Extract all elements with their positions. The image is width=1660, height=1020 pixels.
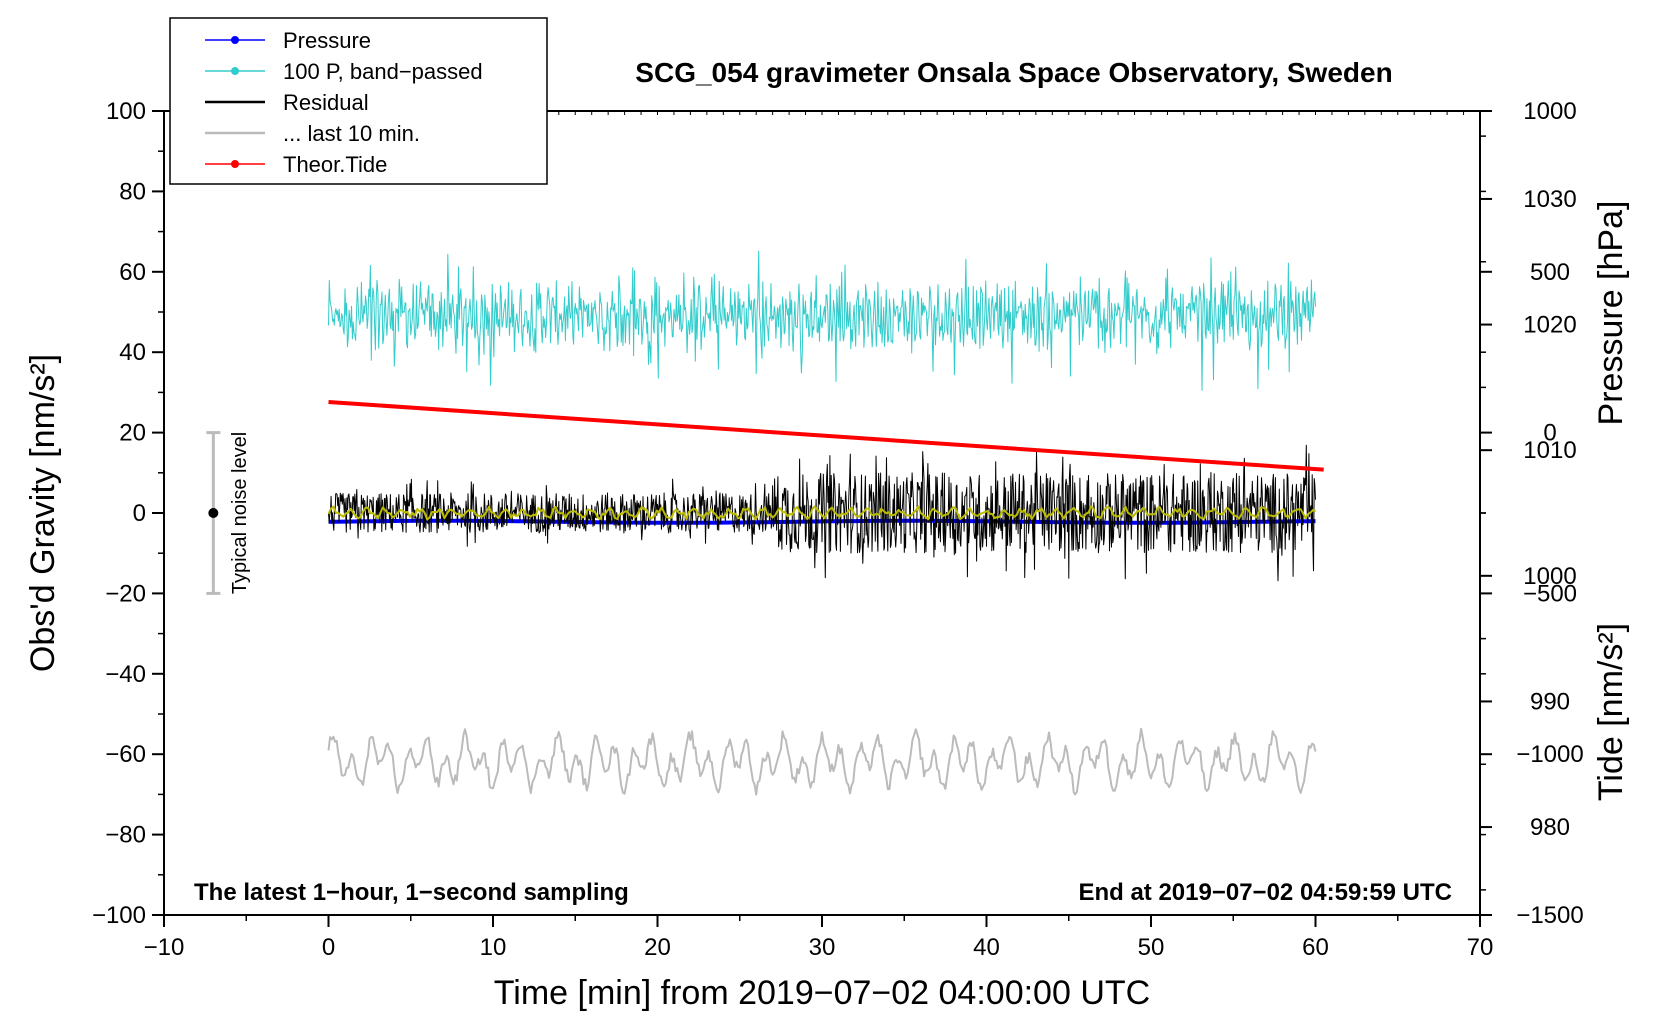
pressure-tick-label: 1010 xyxy=(1523,437,1576,464)
note-bottom-left: The latest 1−hour, 1−second sampling xyxy=(194,879,629,906)
legend-label: Theor.Tide xyxy=(283,152,387,177)
chart-title: SCG_054 gravimeter Onsala Space Observat… xyxy=(635,57,1392,88)
y-tick-label: −60 xyxy=(105,741,146,768)
legend-label: Residual xyxy=(283,90,369,115)
legend-label: Pressure xyxy=(283,28,371,53)
series-last-10-min-line xyxy=(327,727,1317,796)
pressure-tick-label: 980 xyxy=(1530,814,1570,841)
x-tick-label: −10 xyxy=(144,934,185,961)
x-tick-label: 50 xyxy=(1138,934,1165,961)
noise-level-label: Typical noise level xyxy=(229,432,251,594)
y-tick-label: −100 xyxy=(92,902,146,929)
legend-label: 100 P, band−passed xyxy=(283,59,483,84)
tide-tick-label: −1000 xyxy=(1516,741,1583,768)
ticks xyxy=(152,110,1492,927)
legend-marker xyxy=(231,36,239,44)
y-axis-title-pressure: Pressure [hPa] xyxy=(1592,201,1630,426)
x-tick-label: 10 xyxy=(480,934,507,961)
tide-tick-label: 1000 xyxy=(1523,98,1576,125)
y-axis-title-tide: Tide [nm/s²] xyxy=(1592,623,1630,801)
tide-tick-label: 500 xyxy=(1530,259,1570,286)
y-tick-label: 100 xyxy=(106,98,146,125)
legend-marker xyxy=(231,160,239,168)
y-tick-label: 0 xyxy=(133,500,146,527)
x-tick-label: 40 xyxy=(973,934,1000,961)
y-tick-label: 40 xyxy=(119,339,146,366)
x-axis-title: Time [min] from 2019−07−02 04:00:00 UTC xyxy=(494,974,1150,1012)
x-tick-label: 70 xyxy=(1467,934,1494,961)
series-theor-tide-line xyxy=(328,400,1324,472)
plot-lines xyxy=(327,250,1324,796)
legend: Pressure 100 P, band−passed Residual ... la… xyxy=(169,17,548,185)
x-tick-label: 20 xyxy=(644,934,671,961)
legend-marker xyxy=(231,67,239,75)
y-tick-label: −40 xyxy=(105,661,146,688)
legend-entries: Pressure 100 P, band−passed Residual ... la… xyxy=(205,28,483,177)
series-residual-smoothed-line xyxy=(327,505,1317,521)
x-tick-label: 30 xyxy=(809,934,836,961)
y-axis-title-left: Obs'd Gravity [nm/s²] xyxy=(24,354,62,672)
series-bandpassed-line xyxy=(328,250,1316,391)
pressure-tick-label: 1030 xyxy=(1523,186,1576,213)
note-bottom-right: End at 2019−07−02 04:59:59 UTC xyxy=(1078,879,1452,906)
tide-tick-label: −500 xyxy=(1523,580,1577,607)
tide-tick-label: −1500 xyxy=(1516,902,1583,929)
tide-tick-label: 0 xyxy=(1543,420,1556,447)
x-tick-label: 60 xyxy=(1302,934,1329,961)
pressure-tick-label: 990 xyxy=(1530,688,1570,715)
pressure-tick-label: 1020 xyxy=(1523,312,1576,339)
tick-labels: −10 0 10 20 30 40 50 60 70−100−80−60−40−20020406… xyxy=(92,98,1584,961)
y-tick-label: −20 xyxy=(105,580,146,607)
legend-label: ... last 10 min. xyxy=(283,121,420,146)
x-tick-label: 0 xyxy=(322,934,335,961)
pressure-tick-label: 1000 xyxy=(1523,563,1576,590)
y-tick-label: 80 xyxy=(119,178,146,205)
y-tick-label: 20 xyxy=(119,420,146,447)
noise-bar xyxy=(206,431,221,595)
y-tick-label: −80 xyxy=(105,822,146,849)
noise-bar-center-dot xyxy=(208,508,219,518)
y-tick-label: 60 xyxy=(119,259,146,286)
